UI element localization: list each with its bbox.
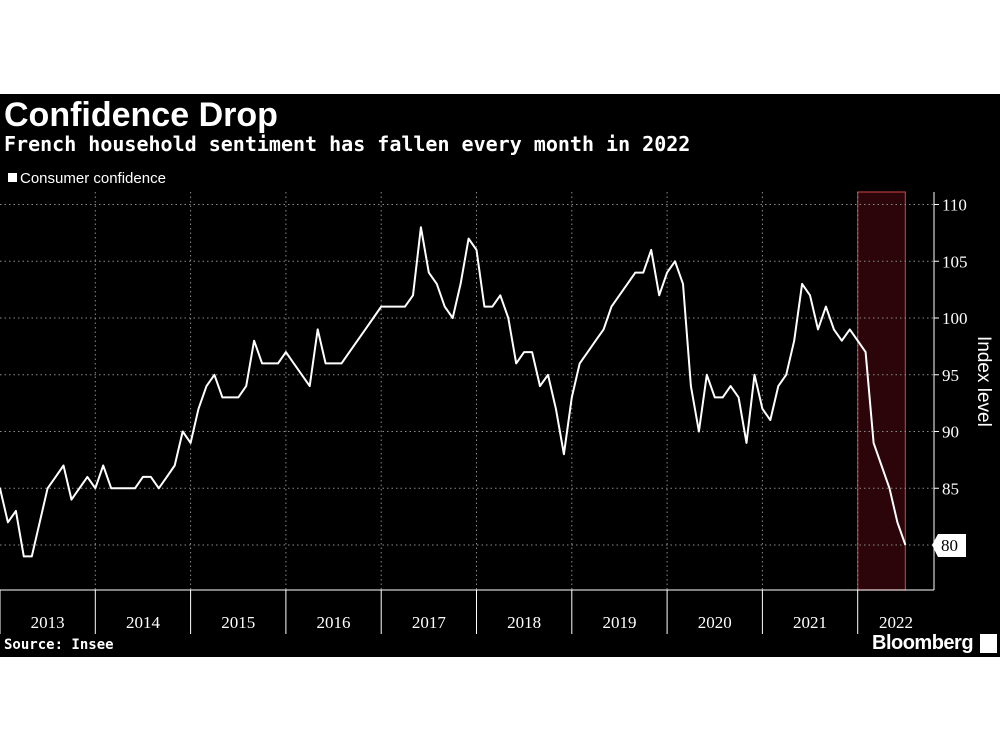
series-line-consumer-confidence — [0, 226, 907, 558]
xtick-label-2017: 2017 — [412, 613, 447, 632]
ytick-label-100: 100 — [942, 309, 968, 328]
legend-label: Consumer confidence — [20, 170, 166, 187]
legend: Consumer confidence — [8, 170, 166, 187]
source-note: Source: Insee — [4, 637, 114, 653]
chart-subtitle: French household sentiment has fallen ev… — [4, 132, 691, 156]
xtick-label-2013: 2013 — [31, 613, 65, 632]
ytick-label-105: 105 — [942, 252, 968, 271]
xtick-label-2016: 2016 — [317, 613, 351, 632]
last-value-box — [932, 534, 966, 557]
ytick-label-95: 95 — [942, 366, 959, 385]
xtick-label-2019: 2019 — [602, 613, 636, 632]
xtick-label-2018: 2018 — [507, 613, 541, 632]
ytick-label-110: 110 — [942, 196, 967, 215]
legend-swatch — [8, 173, 17, 182]
xtick-label-2015: 2015 — [221, 613, 255, 632]
xtick-label-2021: 2021 — [793, 613, 827, 632]
chart-panel — [0, 94, 1000, 657]
last-value-label: 80 — [941, 536, 958, 555]
brand-logo-text: Bloomberg — [872, 632, 974, 654]
xtick-label-2020: 2020 — [698, 613, 732, 632]
xtick-label-2022: 2022 — [879, 613, 913, 632]
highlight-band-2022 — [857, 191, 906, 591]
chart-title: Confidence Drop — [4, 96, 278, 134]
y-axis-label: Index level — [973, 336, 994, 427]
brand-mark-icon — [980, 634, 997, 653]
ytick-label-85: 85 — [942, 479, 959, 498]
xtick-label-2014: 2014 — [126, 613, 161, 632]
ytick-label-90: 90 — [942, 423, 959, 442]
